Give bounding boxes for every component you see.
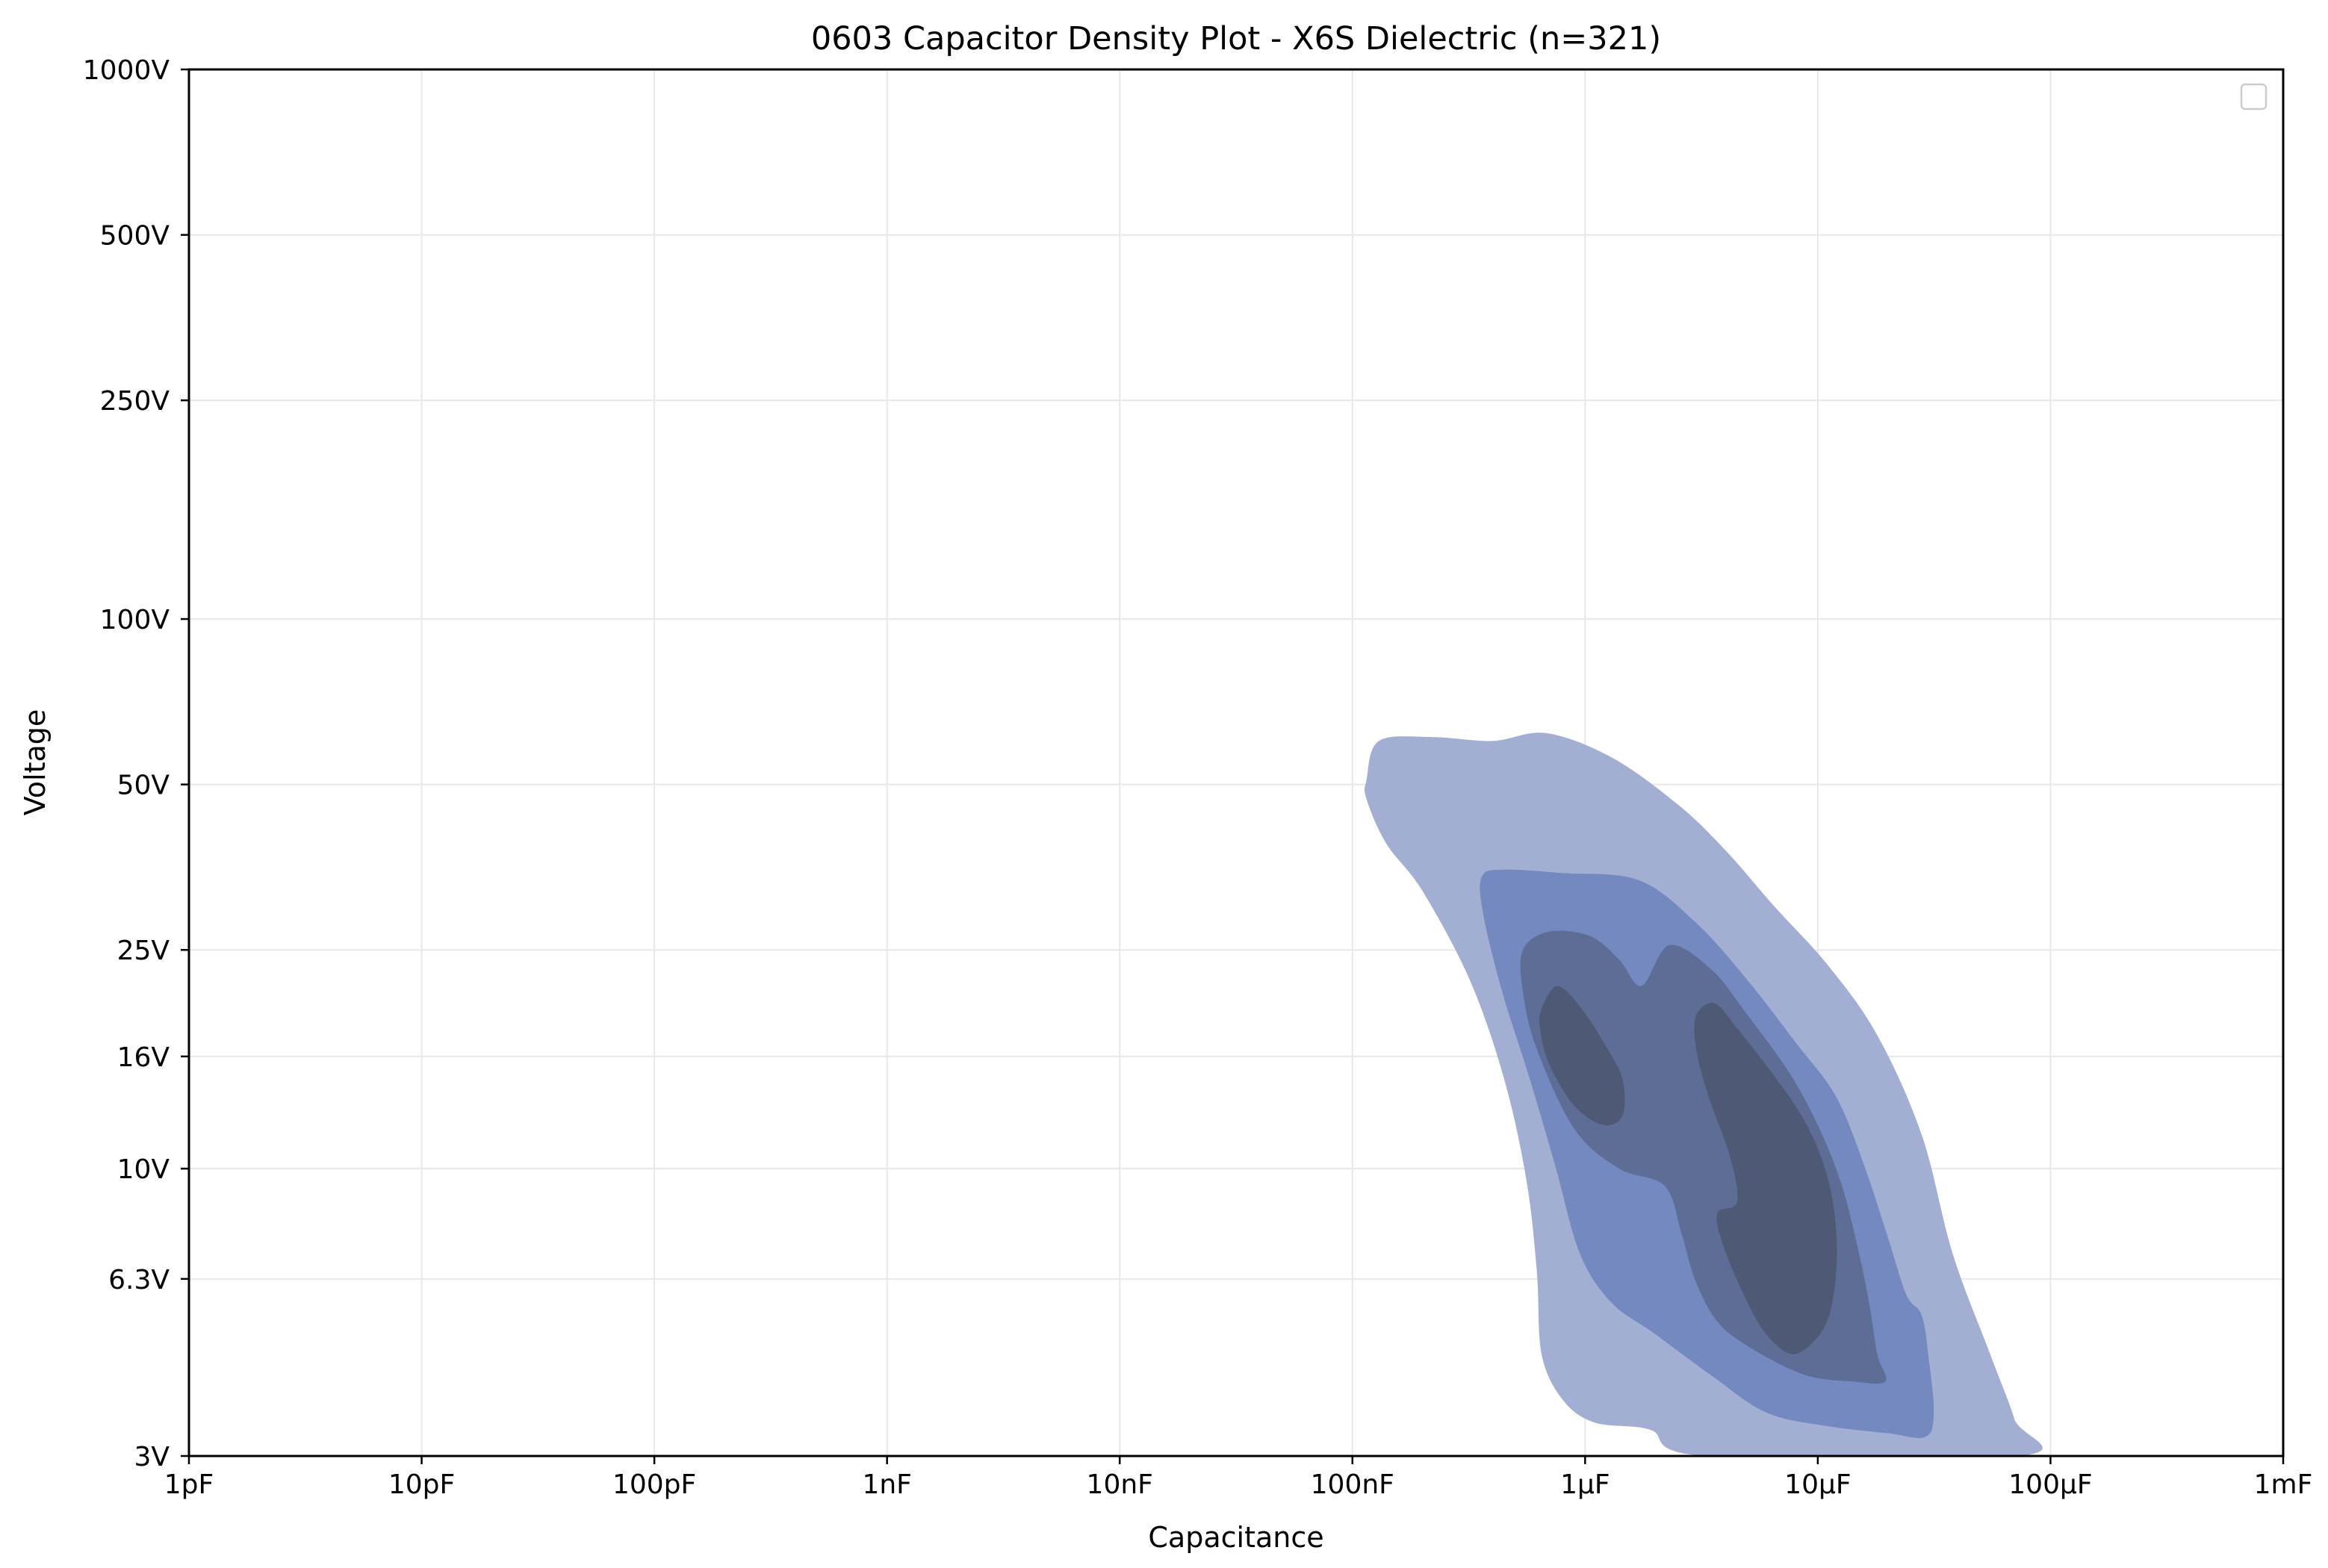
y-tick-label-25v: 25V	[117, 936, 170, 966]
y-tick-label-50v: 50V	[117, 771, 170, 801]
y-tick-label-100v: 100V	[100, 605, 170, 635]
y-tick-label-6_3v: 6.3V	[108, 1265, 170, 1295]
y-tick-label-500v: 500V	[100, 221, 170, 252]
y-tick-label-10v: 10V	[117, 1154, 170, 1185]
x-tick-label-10pf: 10pF	[388, 1469, 455, 1500]
chart-title: 0603 Capacitor Density Plot - X6S Dielec…	[811, 20, 1661, 57]
x-axis-label: Capacitance	[1148, 1521, 1323, 1554]
density-contours	[1365, 732, 2043, 1456]
x-tick-label-10nf: 10nF	[1087, 1469, 1153, 1500]
x-tick-label-1nf: 1nF	[862, 1469, 911, 1500]
density-contour-level-4-region-2	[1694, 1003, 1837, 1354]
x-tick-label-100nf: 100nF	[1311, 1469, 1394, 1500]
y-tick-label-16v: 16V	[117, 1042, 170, 1073]
y-tick-label-3v: 3V	[134, 1442, 170, 1472]
y-tick-label-1000v: 1000V	[83, 55, 170, 86]
density-contour-level-4-region-1	[1539, 986, 1625, 1126]
y-axis-label: Voltage	[19, 709, 52, 816]
axis-ticks: 1pF 10pF 100pF 1nF 10nF 100nF 1µF 10µF 100µF 1mF 3…	[83, 55, 2313, 1500]
y-tick-label-250v: 250V	[100, 386, 170, 417]
x-tick-label-10uf: 10µF	[1784, 1469, 1851, 1500]
contour-group	[1365, 732, 2043, 1456]
plot-area-frame	[187, 68, 2285, 1457]
x-tick-label-1mf: 1mF	[2254, 1469, 2313, 1500]
x-tick-label-100pf: 100pF	[612, 1469, 696, 1500]
x-tick-label-1uf: 1µF	[1560, 1469, 1610, 1500]
legend-box	[2240, 83, 2268, 111]
x-tick-label-100uf: 100µF	[2008, 1469, 2092, 1500]
x-tick-label-1pf: 1pF	[164, 1469, 214, 1500]
